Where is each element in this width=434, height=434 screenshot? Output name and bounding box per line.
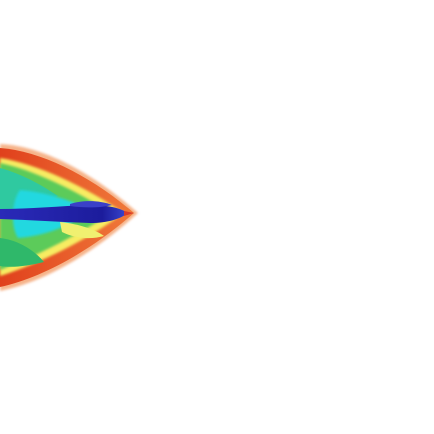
- yellow-streak: [60, 222, 104, 239]
- jet-tip: [124, 211, 134, 216]
- jet-beam: [0, 205, 128, 223]
- jet-upper-lobe: [70, 201, 112, 208]
- green-patch-bottom: [0, 238, 44, 267]
